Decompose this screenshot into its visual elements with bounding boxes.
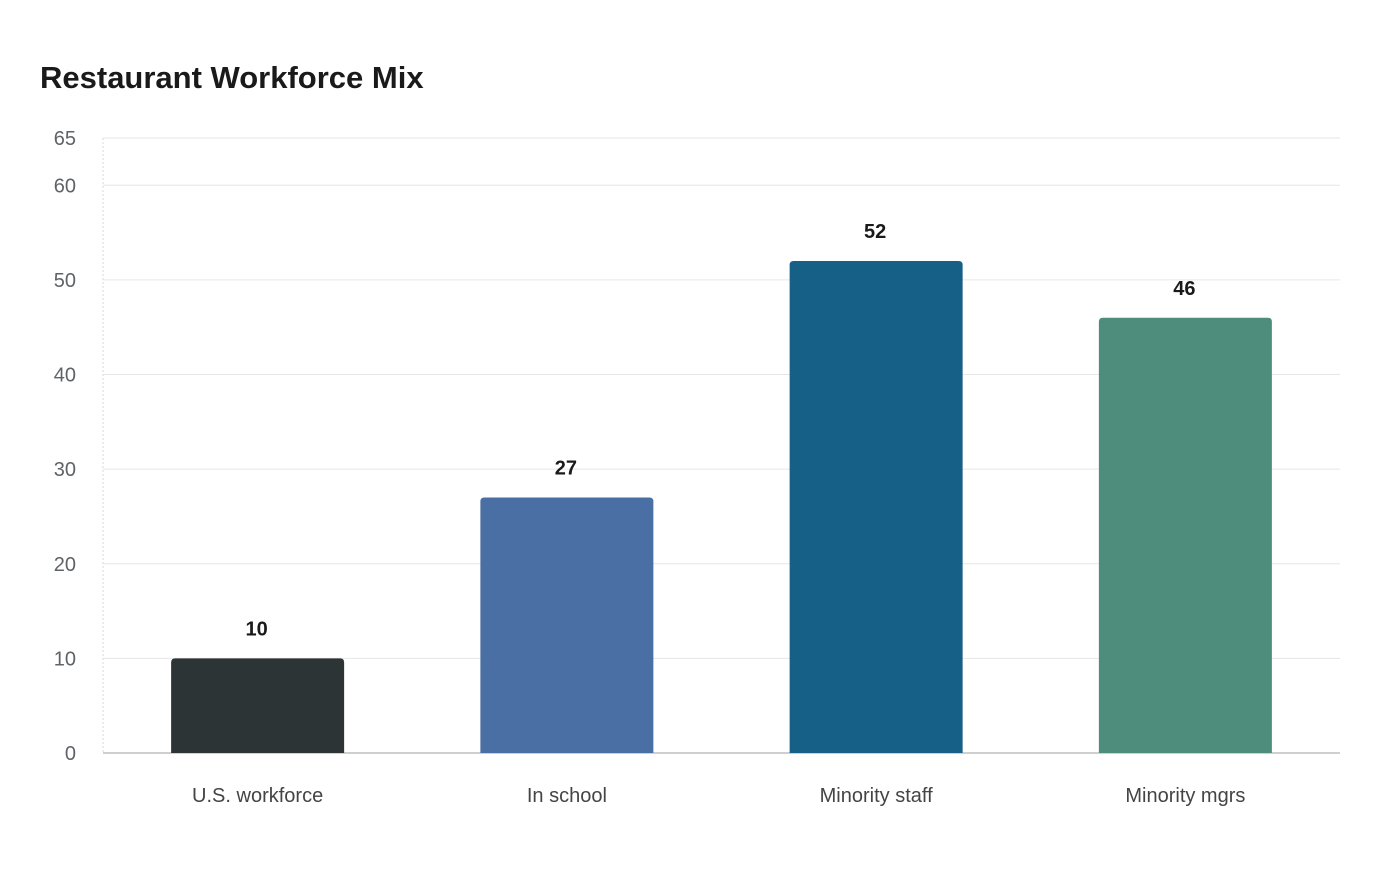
data-label: 10 [246,618,268,640]
y-tick-label: 10 [54,648,76,670]
bars [171,261,1272,753]
data-labels: 10 27 52 46 [246,221,1196,640]
x-category-label: In school [527,785,607,807]
x-category-labels: U.S. workforce In school Minority staff Min… [192,785,1245,807]
y-tick-label: 50 [54,270,76,292]
y-tick-label: 30 [54,459,76,481]
bar-in-school [480,497,654,753]
bar-minority-staff [789,261,963,753]
x-category-label: Minority staff [820,785,933,807]
y-tick-label: 0 [65,743,76,765]
y-tick-labels: 0 10 20 30 40 50 60 65 [54,128,76,765]
y-tick-label: 40 [54,365,76,387]
x-category-label: Minority mgrs [1125,785,1245,807]
data-label: 46 [1173,278,1195,300]
chart-title: Restaurant Workforce Mix [40,60,424,95]
data-label: 52 [864,221,886,243]
y-tick-label: 60 [54,175,76,197]
bar-minority-mgrs [1098,317,1272,753]
bar-u-s-workforce [171,658,345,753]
data-label: 27 [555,458,577,480]
y-tick-label: 65 [54,128,76,150]
y-tick-label: 20 [54,554,76,576]
x-category-label: U.S. workforce [192,785,323,807]
